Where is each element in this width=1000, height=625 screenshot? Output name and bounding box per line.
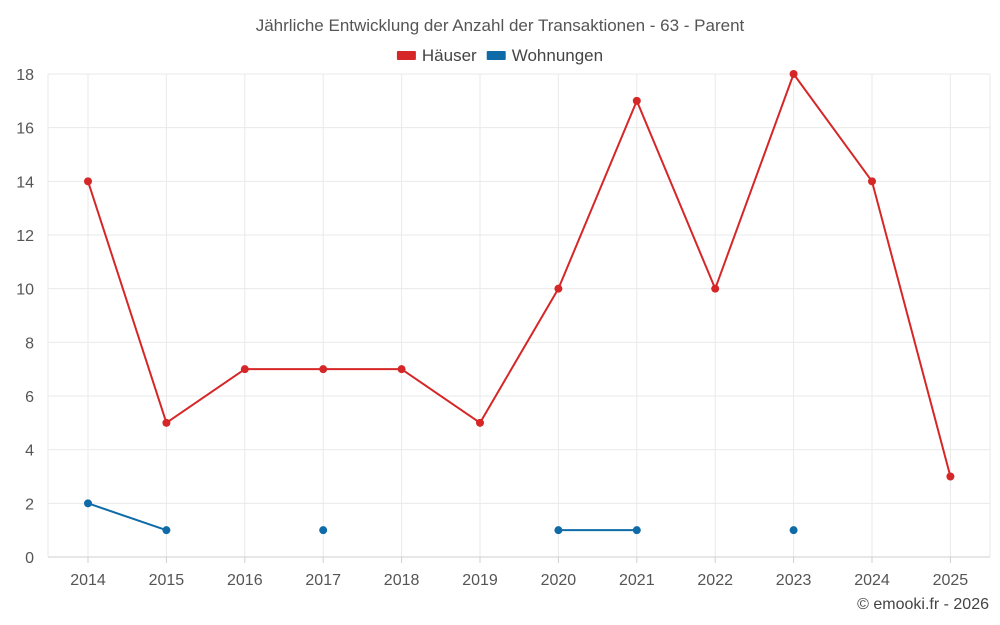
data-point[interactable] (554, 526, 563, 535)
x-tick-label: 2015 (149, 572, 185, 589)
series-line-segment (87, 180, 168, 424)
legend-item[interactable]: Wohnungen (486, 46, 603, 65)
credit-text: © emooki.fr - 2026 (857, 596, 989, 613)
series-line-segment (87, 502, 168, 532)
series-layer (84, 70, 955, 535)
y-tick-label: 10 (16, 282, 34, 299)
data-point[interactable] (162, 526, 171, 535)
legend-label: Häuser (422, 46, 477, 65)
data-point[interactable] (84, 177, 92, 186)
legend-item[interactable]: Häuser (396, 46, 477, 65)
y-tick-label: 12 (16, 228, 34, 245)
series-line-segment (871, 180, 952, 478)
data-point[interactable] (240, 365, 249, 374)
x-tick-label: 2018 (384, 572, 420, 589)
data-point[interactable] (397, 365, 406, 374)
legend-swatch (396, 51, 416, 60)
y-tick-label: 8 (25, 335, 34, 352)
chart-title: Jährliche Entwicklung der Anzahl der Tra… (256, 16, 745, 35)
x-tick-label: 2016 (227, 572, 263, 589)
series-line-segment (165, 368, 246, 424)
x-tick-label: 2014 (70, 572, 106, 589)
data-point[interactable] (868, 177, 876, 186)
data-point[interactable] (319, 526, 328, 535)
x-tick-label: 2021 (619, 572, 655, 589)
series-1 (84, 499, 798, 535)
y-tick-label: 0 (25, 550, 34, 567)
series-line-segment (714, 73, 795, 290)
y-tick-label: 16 (16, 121, 34, 138)
x-tick-label: 2017 (305, 572, 341, 589)
legend-label: Wohnungen (512, 46, 603, 65)
series-line-segment (635, 99, 717, 290)
data-point[interactable] (789, 70, 798, 78)
y-axis: 0 2 4 6 8 10 12 14 16 18 (16, 67, 34, 567)
legend: Häuser Wohnungen (396, 46, 603, 65)
series-line-segment (792, 73, 873, 183)
series-0 (84, 70, 955, 481)
series-line-segment (400, 368, 481, 424)
data-point[interactable] (554, 284, 563, 293)
data-point[interactable] (946, 472, 955, 481)
data-point[interactable] (319, 365, 328, 374)
data-point[interactable] (476, 418, 484, 427)
data-point[interactable] (632, 526, 641, 535)
y-tick-label: 6 (25, 389, 34, 406)
x-tick-label: 2025 (933, 572, 969, 589)
y-tick-label: 18 (16, 67, 34, 84)
data-point[interactable] (162, 418, 171, 427)
x-tick-label: 2020 (541, 572, 577, 589)
data-point[interactable] (632, 96, 641, 105)
y-tick-label: 2 (25, 496, 34, 513)
series-line-segment (557, 99, 638, 290)
series-line-segment (479, 287, 560, 424)
x-axis: 2014 2015 2016 2017 2018 2019 2020 2021 2022 2023… (70, 557, 968, 589)
y-tick-label: 4 (25, 443, 34, 460)
y-tick-label: 14 (16, 174, 34, 191)
data-point[interactable] (711, 284, 720, 293)
legend-swatch (486, 51, 506, 60)
grid (47, 73, 991, 558)
x-tick-label: 2023 (776, 572, 812, 589)
data-point[interactable] (789, 526, 798, 535)
x-tick-label: 2024 (854, 572, 890, 589)
x-tick-label: 2022 (697, 572, 733, 589)
data-point[interactable] (84, 499, 92, 508)
x-tick-label: 2019 (462, 572, 498, 589)
